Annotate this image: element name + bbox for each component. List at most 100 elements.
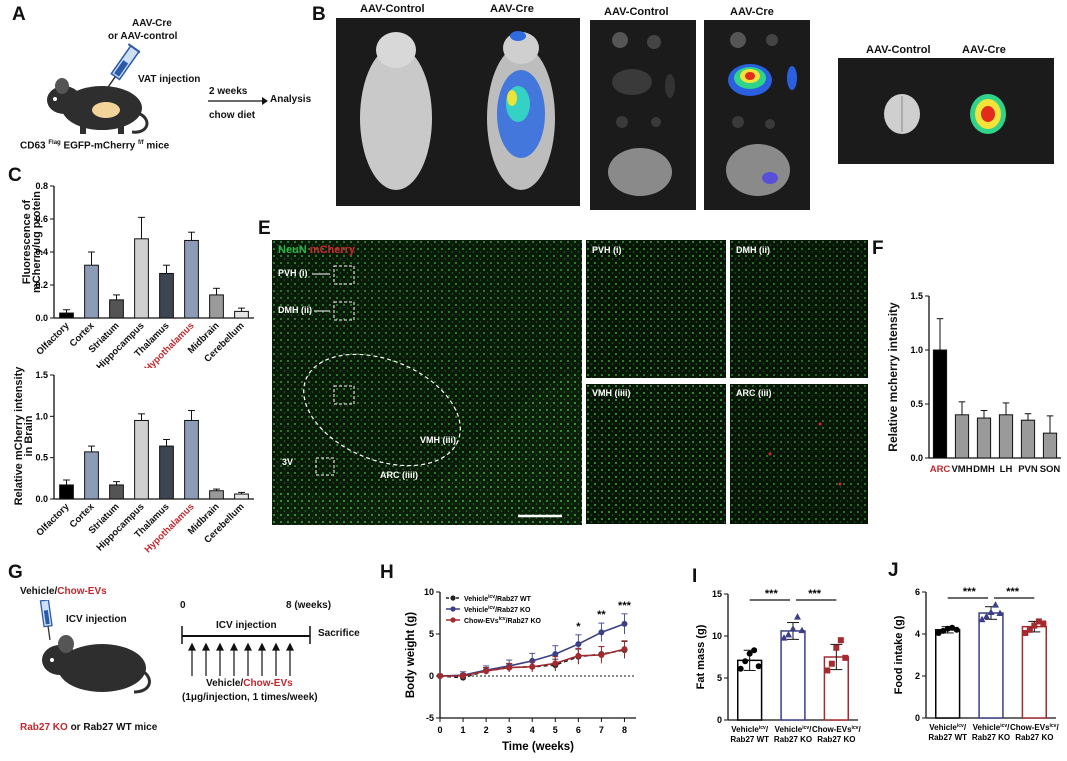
legend-marker [450, 595, 456, 601]
category-label: VMH [951, 464, 972, 475]
y-tick-label: 0.2 [35, 280, 48, 290]
g-mouse-illustration [39, 600, 151, 694]
data-point [1035, 618, 1042, 625]
strain-suffix: mice [143, 140, 170, 152]
bar-arc [932, 349, 948, 459]
g-treatment-label: Vehicle/Chow-EVs [20, 586, 107, 597]
panel-g-letter: G [8, 562, 23, 583]
g-chow: Chow-EVs [57, 586, 107, 597]
g-vehicle2: Vehicle/ [206, 678, 244, 689]
data-point [1031, 622, 1038, 629]
group-label-line1: Vehicleicv/ [973, 723, 1011, 732]
y-tick-label: 0.0 [35, 494, 48, 504]
bar-midbrain [209, 294, 224, 319]
strain-prefix: CD63 [20, 140, 49, 152]
data-point [598, 652, 605, 658]
data-point [978, 615, 986, 623]
data-point [842, 654, 849, 661]
group-label-line2: Rab27 WT [928, 733, 967, 742]
panel-h-letter: H [380, 562, 394, 583]
b2-cre-label: AAV-Cre [730, 6, 774, 18]
y-tick-label: 0.0 [35, 313, 48, 323]
organs-control-image [590, 20, 696, 210]
data-point [737, 665, 744, 672]
vmh-label: VMH (iii) [420, 435, 456, 445]
x-tick-label: 2 [484, 725, 489, 735]
virus-label-a: AAV-Cre [132, 18, 172, 29]
bar-hypothalamus [184, 419, 199, 500]
group-label-line2: Rab27 KO [817, 735, 855, 744]
group-label-line1: Chow-EVsicv/ [1010, 723, 1060, 732]
y-tick-label: 1.0 [910, 345, 923, 355]
legend-label: Vehicleicv/Rab27 WT [464, 594, 532, 603]
bar-pvn [1020, 419, 1036, 459]
y-tick-label: 4 [915, 629, 920, 639]
bar-hippocampus [134, 419, 149, 500]
brain-image [838, 58, 1054, 164]
y-tick-label: 0 [429, 671, 434, 681]
chart-f: 0.0 0.5 1.0 1.5 ARC VMH DMH LH PVN SON [910, 291, 1061, 475]
x-tick-label: 5 [553, 725, 558, 735]
g-sacrifice-label: Sacrifice [318, 628, 360, 639]
zoom-dmh [730, 240, 868, 378]
data-point [506, 664, 513, 671]
panel-b-letter: B [312, 4, 326, 25]
bar-dmh [976, 417, 992, 459]
category-label: DMH [973, 464, 995, 475]
data-point [529, 657, 536, 664]
b1-control-label: AAV-Control [360, 3, 425, 15]
y-axis-label: Body weight (g) [405, 612, 417, 698]
y-tick-label: 15 [712, 589, 722, 599]
category-label: ARC [930, 464, 951, 475]
legend-label: Chow-EVsicv/Rab27 KO [464, 616, 542, 625]
category-label: SON [1040, 464, 1061, 475]
group-label-line2: Rab27 KO [1015, 733, 1053, 742]
data-point [1022, 629, 1029, 636]
g-week-eight: 8 (weeks) [286, 600, 332, 611]
b1-cre-label: AAV-Cre [490, 3, 534, 15]
bar-thalamus [159, 445, 174, 500]
g-icv-label: ICV injection [66, 614, 127, 625]
x-tick-label: 3 [507, 725, 512, 735]
b3-cre-label: AAV-Cre [962, 44, 1006, 56]
g-vehicle: Vehicle [20, 586, 55, 597]
g-chow2: Chow-EVs [243, 678, 293, 689]
x-tick-label: 0 [437, 725, 442, 735]
chart-c-bottom: 0.00.51.01.5OlfactoryCortexStriatumHippo… [34, 370, 254, 555]
category-label: Olfactory [34, 501, 72, 539]
arc-label: ARC (iiii) [380, 470, 418, 480]
group-label-line2: Rab27 WT [730, 735, 769, 744]
data-point [598, 629, 605, 636]
y-tick-label: 6 [915, 587, 920, 597]
data-point [824, 667, 831, 674]
y-tick-label: 1.5 [35, 370, 48, 380]
data-point [483, 667, 490, 674]
legend-label: Vehicleicv/Rab27 KO [464, 605, 531, 614]
bar-hypothalamus [184, 239, 199, 319]
y-tick-label: 5 [429, 629, 434, 639]
data-point [798, 626, 806, 634]
category-label: Olfactory [34, 320, 72, 358]
significance-marker: ** [597, 609, 606, 621]
data-point [751, 647, 758, 654]
y-tick-label: 0 [915, 713, 920, 723]
bar-lh [998, 414, 1014, 459]
category-label: PVN [1018, 464, 1038, 475]
x-axis-label: Time (weeks) [502, 741, 574, 753]
data-point [828, 660, 835, 667]
bar-group-2 [1021, 625, 1048, 719]
virus-label-b: or AAV-control [108, 31, 178, 42]
y-tick-label: 0.6 [35, 214, 48, 224]
data-point [1040, 620, 1047, 627]
g-icv-line-label: ICV injection [216, 620, 277, 631]
y-tick-label: 0 [717, 715, 722, 725]
data-point [987, 608, 995, 615]
data-point [552, 651, 559, 658]
bar-thalamus [159, 272, 174, 319]
data-point [1026, 626, 1033, 633]
timeline-arrow [208, 97, 268, 105]
significance-marker: *** [618, 600, 632, 612]
g-timeline [181, 626, 311, 676]
group-label-line1: Chow-EVsicv/ [812, 725, 862, 734]
